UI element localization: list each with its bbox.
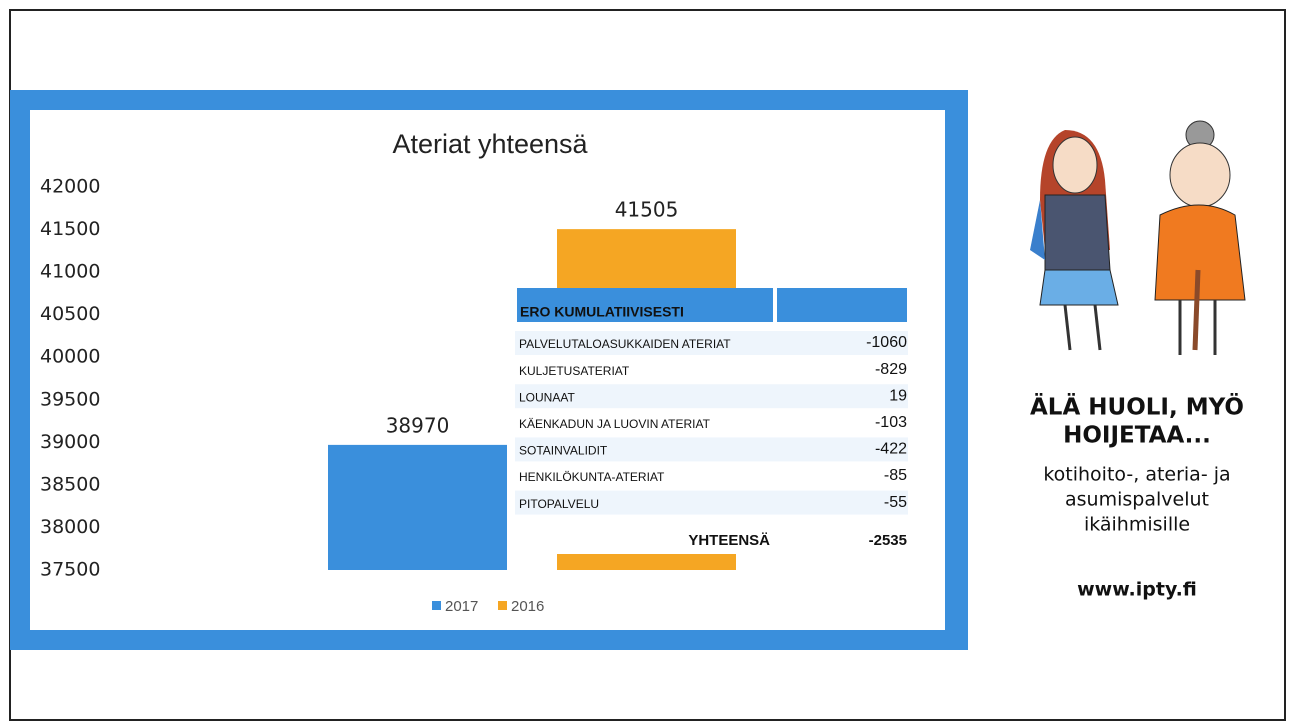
y-tick-label: 40500 — [40, 303, 100, 325]
row-label: HENKILÖKUNTA-ATERIAT — [519, 470, 665, 484]
legend-label: 2017 — [445, 598, 478, 615]
y-tick-label: 40000 — [40, 346, 100, 368]
y-tick-label: 42000 — [40, 176, 100, 198]
table-header — [517, 288, 773, 322]
chart-title: Ateriat yhteensä — [392, 129, 588, 159]
row-label: SOTAINVALIDIT — [519, 444, 608, 458]
row-bg — [515, 437, 908, 462]
row-bg — [515, 490, 908, 515]
table-header — [777, 288, 907, 322]
row-value: -103 — [875, 414, 907, 431]
table-title: ERO KUMULATIIVISESTI — [520, 304, 684, 320]
y-tick-label: 37500 — [40, 559, 100, 581]
value-label: 41505 — [615, 198, 679, 222]
y-tick-label: 39000 — [40, 431, 100, 453]
row-value: -829 — [875, 361, 907, 378]
row-label: LOUNAAT — [519, 390, 575, 404]
total-label: YHTEENSÄ — [688, 532, 770, 549]
value-label: 38970 — [386, 413, 450, 437]
side-text: asumispalvelut — [1065, 489, 1209, 511]
y-tick-label: 38000 — [40, 516, 100, 538]
y-tick-label: 39500 — [40, 388, 100, 410]
y-tick-label: 41000 — [40, 261, 100, 283]
row-value: -55 — [884, 494, 907, 511]
side-text: ikäihmisille — [1084, 514, 1190, 536]
row-label: PITOPALVELU — [519, 497, 599, 511]
url: www.ipty.fi — [1077, 579, 1197, 601]
y-tick-label: 41500 — [40, 218, 100, 240]
row-bg — [515, 384, 908, 409]
row-value: -85 — [884, 467, 907, 484]
legend-swatch — [498, 601, 507, 610]
bar — [328, 444, 507, 570]
row-value: -422 — [875, 441, 907, 458]
y-tick-label: 38500 — [40, 473, 100, 495]
row-label: KÄENKADUN JA LUOVIN ATERIAT — [519, 417, 711, 431]
legend-swatch — [432, 601, 441, 610]
row-value: 19 — [889, 387, 907, 404]
slogan: HOIJETAA... — [1063, 423, 1211, 449]
slogan: ÄLÄ HUOLI, MYÖ — [1030, 393, 1244, 421]
row-bg — [515, 331, 908, 355]
total-value: -2535 — [869, 532, 907, 549]
legend-label: 2016 — [511, 598, 544, 615]
row-label: KULJETUSATERIAT — [519, 364, 630, 378]
row-label: PALVELUTALOASUKKAIDEN ATERIAT — [519, 337, 731, 351]
side-text: kotihoito-, ateria- ja — [1043, 464, 1230, 486]
row-value: -1060 — [866, 334, 907, 351]
illustration — [1030, 120, 1246, 355]
